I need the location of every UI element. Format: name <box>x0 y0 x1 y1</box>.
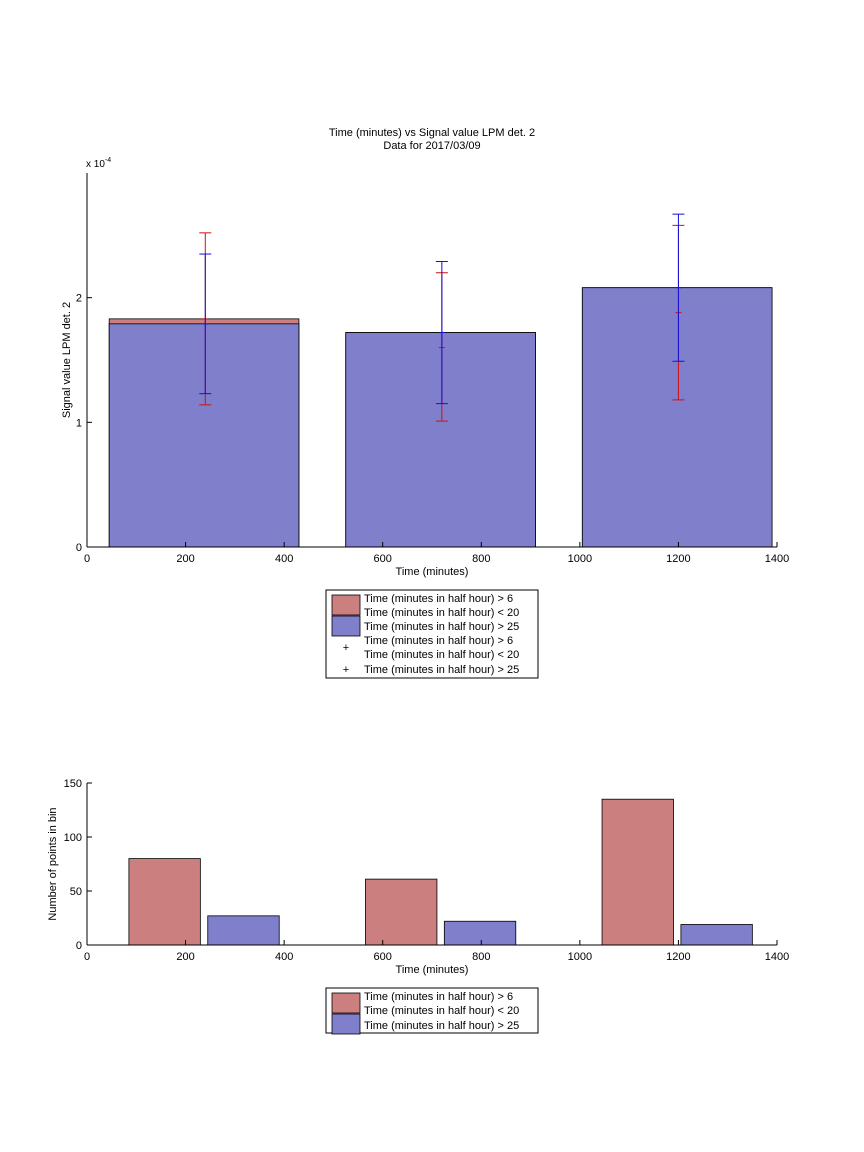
legend-entry: Time (minutes in half hour) < 20 <box>364 1005 519 1017</box>
x-tick-label: 1200 <box>666 951 690 963</box>
signal-chart: Time (minutes) vs Signal value LPM det. … <box>61 127 789 679</box>
x-tick-label: 1400 <box>765 553 789 565</box>
signal-y-ticks: 0 1 2 <box>76 293 92 554</box>
count-bar-red <box>601 798 674 946</box>
x-tick-label: 200 <box>176 951 194 963</box>
x-tick-label: 200 <box>176 553 194 565</box>
bar-blue <box>108 323 300 548</box>
y-tick-label: 150 <box>64 778 82 790</box>
x-tick-label: 0 <box>84 553 90 565</box>
legend-swatch-blue <box>331 1013 361 1035</box>
legend-entry: Time (minutes in half hour) > 6 <box>364 991 513 1003</box>
y-tick-label: 2 <box>76 293 82 305</box>
legend-swatch-red <box>331 594 361 616</box>
y-tick-label: 50 <box>70 886 82 898</box>
chart-title: Time (minutes) vs Signal value LPM det. … <box>329 127 535 139</box>
y-tick-label: 1 <box>76 417 82 429</box>
y-axis-label: Number of points in bin <box>47 807 59 920</box>
legend-entry: Time (minutes in half hour) > 6 <box>364 635 513 647</box>
bar-blue <box>345 332 536 548</box>
y-tick-label: 0 <box>76 940 82 952</box>
legend-entry: Time (minutes in half hour) < 20 <box>364 649 519 661</box>
signal-legend: + + Time (minutes in half hour) > 6 Time… <box>325 589 539 679</box>
signal-bars <box>108 287 773 548</box>
legend-marker-blue-plus: + <box>343 664 349 676</box>
y-tick-label: 100 <box>64 832 82 844</box>
legend-box <box>325 987 539 1034</box>
x-tick-label: 1200 <box>666 553 690 565</box>
count-y-ticks: 0 50 100 150 <box>64 778 92 952</box>
x-tick-label: 400 <box>275 951 293 963</box>
x-tick-label: 400 <box>275 553 293 565</box>
x-tick-label: 800 <box>472 951 490 963</box>
x-tick-label: 800 <box>472 553 490 565</box>
count-x-ticks: 0 200 400 600 800 1000 1200 1400 <box>84 940 789 963</box>
y-exponent-base: x 10 <box>86 159 105 170</box>
count-legend: Time (minutes in half hour) > 6 Time (mi… <box>325 987 539 1035</box>
x-axis-label: Time (minutes) <box>396 566 469 578</box>
legend-entry: Time (minutes in half hour) < 20 <box>364 607 519 619</box>
x-axis-label: Time (minutes) <box>396 964 469 976</box>
x-tick-label: 1000 <box>568 951 592 963</box>
x-tick-label: 600 <box>374 951 392 963</box>
y-axis-label: Signal value LPM det. 2 <box>61 302 73 418</box>
signal-error-bars <box>199 213 685 422</box>
x-tick-label: 0 <box>84 951 90 963</box>
count-bar-blue <box>680 924 753 946</box>
count-chart: 0 200 400 600 800 1000 1200 1400 0 50 100 150 Time… <box>47 778 789 1035</box>
signal-x-ticks: 0 200 400 600 800 1000 1200 1400 <box>84 542 789 565</box>
legend-marker-red-plus: + <box>343 642 349 654</box>
count-bar-red <box>365 878 438 946</box>
count-bars <box>128 798 753 946</box>
count-axes <box>86 783 777 946</box>
count-bar-red <box>128 858 201 946</box>
x-tick-label: 1000 <box>568 553 592 565</box>
chart-subtitle: Data for 2017/03/09 <box>383 140 480 152</box>
legend-swatch-red <box>331 992 361 1014</box>
count-bar-blue <box>207 915 280 946</box>
y-tick-label: 0 <box>76 542 82 554</box>
count-bar-blue <box>443 920 517 946</box>
signal-axes <box>86 173 777 548</box>
legend-swatch-blue <box>331 615 361 637</box>
legend-entry: Time (minutes in half hour) > 25 <box>364 664 519 676</box>
legend-box <box>325 589 539 679</box>
x-tick-label: 600 <box>374 553 392 565</box>
y-exponent-power: -4 <box>105 157 111 164</box>
legend-entry: Time (minutes in half hour) > 25 <box>364 1020 519 1032</box>
legend-entry: Time (minutes in half hour) > 25 <box>364 621 519 633</box>
x-tick-label: 1400 <box>765 951 789 963</box>
y-exponent-label: x 10-4 <box>86 157 111 170</box>
legend-entry: Time (minutes in half hour) > 6 <box>364 593 513 605</box>
bar-blue <box>581 287 773 548</box>
